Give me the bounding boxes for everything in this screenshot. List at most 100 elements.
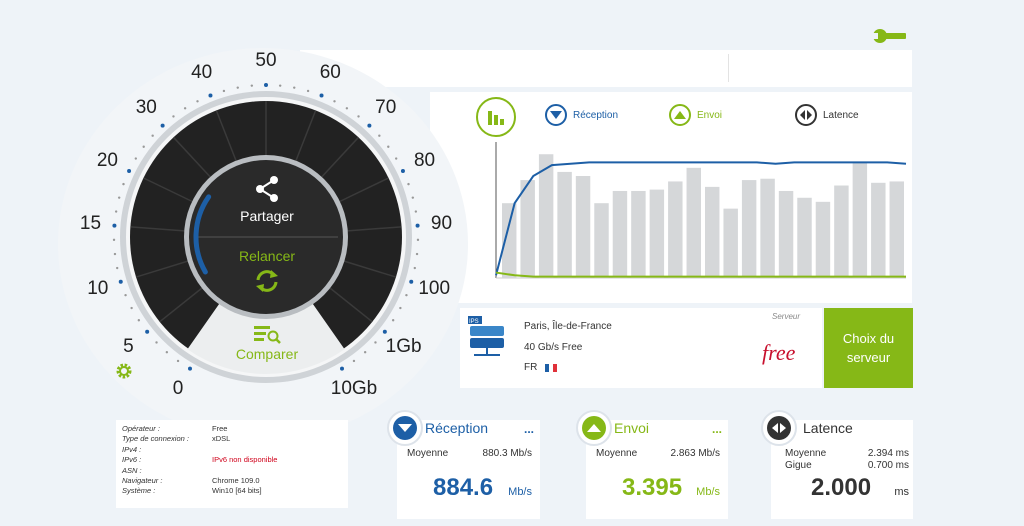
gauge-tick-label: 10Gb (330, 378, 378, 400)
chart-bar (871, 182, 886, 278)
gauge-tick-dot (411, 196, 415, 199)
gauge-tick-dot (374, 341, 377, 344)
gauge-tick-dot (357, 115, 360, 118)
restart-button[interactable]: Relancer (222, 248, 312, 300)
chart-bar (594, 203, 609, 278)
gauge-tick-label: 30 (135, 96, 157, 118)
gauge-tick-dot (117, 196, 121, 199)
gauge-tick-dot (160, 123, 165, 128)
gauge-tick-dot (122, 182, 125, 186)
legend-latence[interactable]: Latence (795, 104, 859, 126)
latence-jitter-value: 0.700 ms (867, 460, 909, 471)
gauge-progress-arc (193, 194, 212, 275)
gauge-tick-dot (352, 359, 356, 363)
gauge-tick-dot (306, 89, 310, 93)
info-value: Win10 [64 bits] (212, 486, 262, 495)
compare-button[interactable]: Comparer (222, 324, 312, 368)
envoi-legend-icon (669, 104, 691, 126)
reception-value: 884.6 (433, 474, 494, 501)
chart-toggle-icon[interactable] (476, 97, 516, 137)
chart-bar (705, 186, 720, 278)
gauge-tick-dot (413, 266, 416, 270)
choose-server-button[interactable]: Choix du serveur (824, 308, 913, 388)
gauge-tick-label: 5 (123, 335, 134, 357)
latence-legend-icon (795, 104, 817, 126)
envoi-more[interactable]: ... (711, 422, 722, 436)
gauge-tick-dot (165, 351, 169, 354)
gauge-tick-dot (293, 86, 296, 89)
gauge-tick-dot (208, 93, 213, 98)
gauge-tick-label: 0 (172, 378, 184, 400)
gauge-tick-dot (278, 84, 282, 87)
legend-reception-label: Réception (573, 109, 619, 121)
gauge-tick-dot (391, 319, 395, 322)
gauge-tick-dot (405, 293, 408, 297)
settings-wrench-icon[interactable] (872, 27, 908, 45)
gauge-tick-dot (264, 83, 268, 87)
gauge-segment-line (143, 177, 202, 207)
top-bar-divider (728, 54, 729, 82)
compare-icon (252, 324, 282, 344)
chart-bar (538, 154, 554, 278)
speed-chart (495, 142, 907, 279)
envoi-series-line (495, 271, 906, 278)
compare-label: Comparer (235, 346, 299, 362)
gauge-tick-label: 100 (418, 277, 451, 299)
gauge-tick-dot (409, 279, 414, 284)
share-icon (255, 176, 279, 202)
gauge-tick-label: 90 (430, 212, 453, 234)
gauge-segment-line (330, 177, 389, 207)
latence-avg-label: Moyenne (785, 448, 827, 459)
gauge-tick-dot (137, 319, 141, 322)
info-value: IPv6 non disponible (212, 455, 278, 464)
restart-label: Relancer (238, 248, 296, 264)
gauge-tick-dot (319, 93, 324, 98)
gauge-tick-label: 1Gb (385, 335, 422, 357)
gauge-segment-line (159, 281, 211, 323)
legend-latence-label: Latence (823, 109, 859, 121)
gauge-tick-label: 15 (79, 212, 102, 234)
server-country: FR (524, 362, 558, 373)
gauge-tick-label: 50 (255, 50, 277, 71)
chart-bar (649, 189, 665, 278)
chart-bar (778, 190, 794, 278)
gauge-tick-dot (124, 293, 127, 297)
reception-more[interactable]: ... (523, 422, 534, 436)
chart-bar (575, 176, 591, 278)
latence-avg-value: 2.394 ms (867, 448, 909, 459)
gauge-tick-dot (151, 134, 154, 137)
gauge-tick-dot (340, 366, 344, 371)
gauge-tick-dot (399, 306, 402, 310)
reception-icon (387, 410, 423, 446)
gauge-tick-dot (250, 84, 254, 87)
gauge-segment-line (135, 257, 198, 278)
info-row: Système : Win10 [64 bits] (122, 486, 342, 496)
gauge-tick-dot (415, 223, 420, 228)
envoi-avg-value: 2.863 Mb/s (670, 448, 720, 459)
gauge-tick-label: 10 (87, 277, 109, 299)
info-key: IPv4 : (122, 445, 142, 454)
gauge-tick-dot (416, 238, 420, 242)
legend-envoi[interactable]: Envoi (669, 104, 722, 126)
info-row: Opérateur : Free (122, 424, 342, 434)
gauge-tick-dot (114, 210, 118, 213)
info-row: ASN : (122, 466, 342, 476)
chart-bar (723, 208, 738, 278)
chart-panel: Réception Envoi Latence (430, 92, 912, 303)
legend-reception[interactable]: Réception (545, 104, 618, 126)
chart-bar (502, 203, 517, 278)
latence-value: 2.000 (811, 474, 872, 501)
share-button[interactable]: Partager (222, 176, 312, 232)
gauge-tick-dot (112, 223, 117, 228)
gauge-tick-label: 20 (96, 149, 118, 171)
gauge-tick-dot (127, 169, 132, 174)
latence-title: Latence (803, 420, 853, 436)
gauge-segment-line (337, 226, 402, 233)
gauge-tick-dot (145, 329, 150, 334)
reception-avg-value: 880.3 Mb/s (482, 448, 532, 459)
speed-gauge (112, 83, 420, 383)
gear-icon[interactable] (115, 362, 133, 380)
chart-bar (760, 178, 775, 278)
info-row: Type de connexion : xDSL (122, 434, 342, 444)
gauge-segment-line (215, 110, 241, 171)
